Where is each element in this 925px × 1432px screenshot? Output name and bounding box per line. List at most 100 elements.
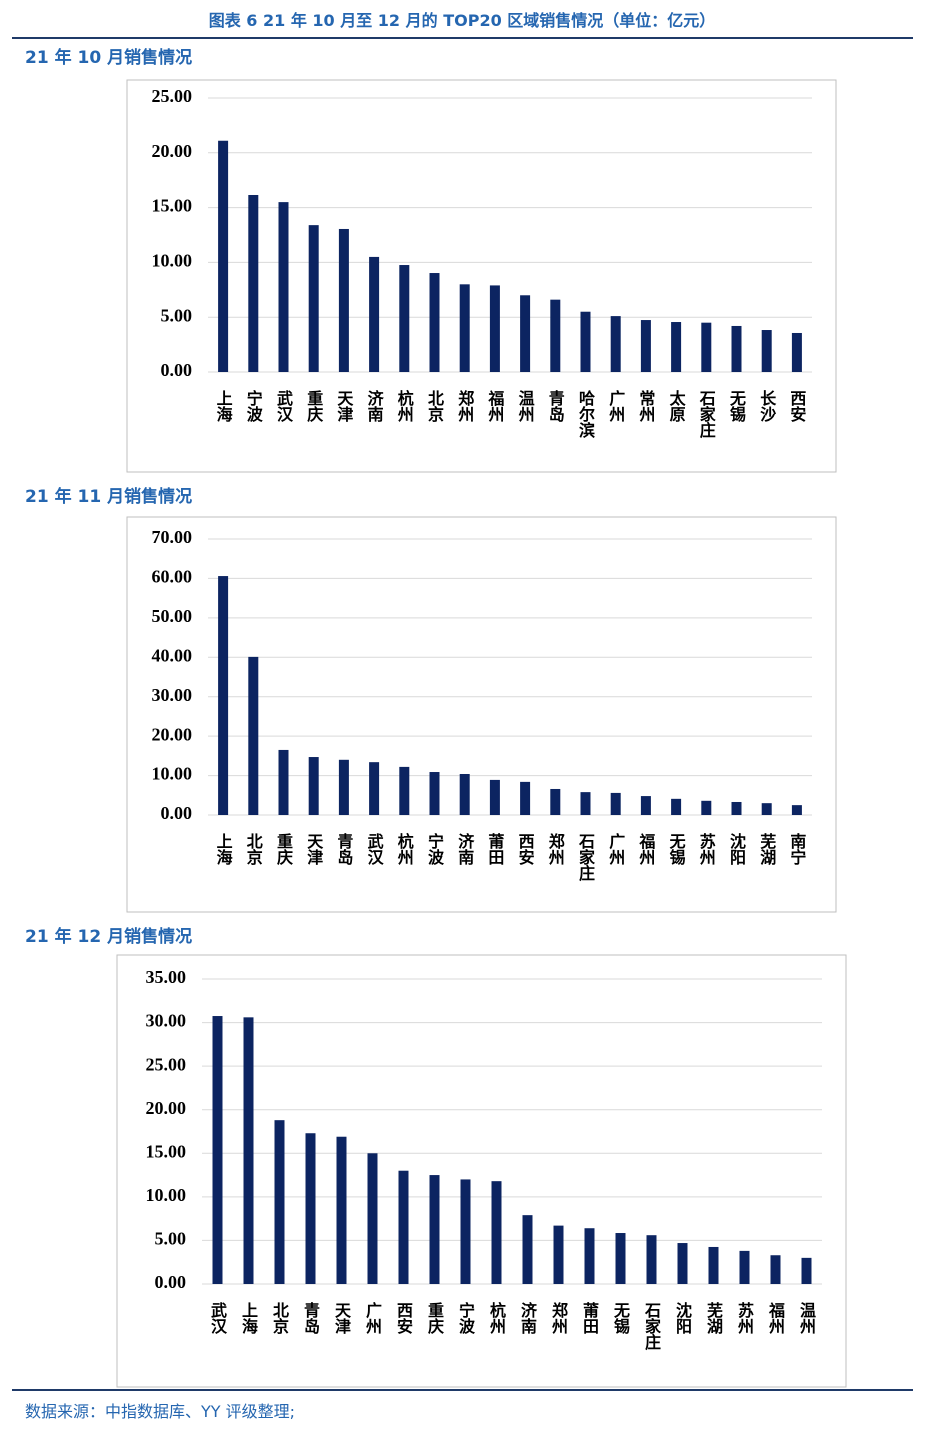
x-tick-label: 杭州	[395, 832, 415, 865]
x-tick-label: 温州	[516, 390, 536, 422]
x-tick-label: 上海	[214, 833, 233, 866]
bar	[278, 202, 289, 372]
x-tick-label: 南宁	[787, 832, 806, 866]
x-tick-label: 宁波	[425, 832, 444, 866]
bar	[367, 1153, 378, 1284]
bar	[708, 1246, 719, 1284]
y-tick-label: 60.00	[152, 567, 193, 587]
bar	[338, 228, 349, 372]
x-tick-label: 天津	[332, 1302, 351, 1335]
bar	[522, 1215, 533, 1284]
x-tick-label: 济南	[365, 389, 384, 423]
y-tick-label: 25.00	[152, 86, 193, 106]
y-tick-label: 0.00	[161, 360, 193, 380]
y-tick-label: 20.00	[146, 1098, 187, 1118]
chart-frame	[126, 516, 837, 913]
x-tick-label: 济南	[455, 832, 474, 866]
bar	[791, 332, 802, 372]
y-tick-label: 10.00	[146, 1185, 187, 1205]
figure-title: 图表 6 21 年 10 月至 12 月的 TOP20 区域销售情况（单位：亿元…	[209, 11, 716, 30]
bar	[491, 1181, 502, 1284]
bar	[274, 1120, 285, 1284]
bar	[761, 803, 772, 815]
x-tick-label: 郑州	[546, 832, 566, 865]
x-tick-label: 石家庄	[697, 390, 717, 439]
x-tick-label: 郑州	[549, 1301, 569, 1334]
bar	[429, 1175, 440, 1284]
bar	[248, 194, 259, 372]
chart-frame	[126, 79, 837, 473]
y-tick-label: 0.00	[155, 1272, 187, 1292]
bar	[308, 225, 319, 372]
y-tick-label: 5.00	[161, 305, 193, 325]
x-tick-label: 无锡	[667, 833, 687, 866]
y-tick-label: 35.00	[146, 967, 187, 987]
x-tick-label: 西安	[394, 1302, 413, 1335]
bar	[640, 320, 651, 372]
x-tick-label: 苏州	[697, 832, 717, 865]
y-tick-label: 50.00	[152, 606, 193, 626]
bar	[584, 1228, 595, 1284]
x-tick-label: 武汉	[208, 1301, 227, 1335]
bar	[278, 749, 289, 815]
chart-frame	[116, 954, 847, 1388]
bar	[369, 762, 380, 815]
y-tick-label: 30.00	[146, 1011, 187, 1031]
y-tick-label: 15.00	[152, 196, 193, 216]
bar	[243, 1017, 254, 1284]
y-tick-label: 10.00	[152, 764, 193, 784]
y-tick-label: 0.00	[161, 803, 193, 823]
x-tick-label: 西安	[787, 390, 806, 423]
bar	[336, 1136, 347, 1284]
bar	[489, 285, 500, 372]
x-tick-label: 天津	[304, 833, 323, 866]
bar	[677, 1243, 688, 1284]
x-tick-label: 宁波	[244, 389, 263, 423]
bar	[580, 311, 591, 372]
source: 数据来源：中指数据库、YY 评级整理;	[25, 1402, 295, 1421]
y-tick-label: 20.00	[152, 724, 193, 744]
bar	[429, 273, 440, 372]
y-tick-label: 40.00	[152, 645, 193, 665]
y-tick-label: 30.00	[152, 685, 193, 705]
x-tick-label: 芜湖	[704, 1301, 723, 1335]
x-tick-label: 无锡	[611, 1302, 631, 1335]
bar	[460, 1179, 471, 1284]
x-tick-label: 哈尔滨	[576, 389, 595, 439]
x-tick-label: 福州	[485, 389, 505, 422]
x-tick-label: 广州	[363, 1301, 383, 1334]
x-tick-label: 武汉	[365, 832, 384, 866]
x-tick-label: 青岛	[334, 832, 353, 866]
bar	[429, 772, 440, 815]
x-tick-label: 宁波	[456, 1301, 475, 1335]
x-tick-label: 无锡	[727, 390, 747, 423]
bar	[398, 1170, 409, 1284]
bar	[610, 316, 621, 372]
x-tick-label: 北京	[425, 390, 444, 423]
bar	[671, 322, 682, 372]
bar	[520, 781, 531, 815]
y-tick-label: 10.00	[152, 251, 193, 271]
bar	[459, 773, 470, 815]
bar	[610, 792, 621, 815]
y-tick-label: 15.00	[146, 1141, 187, 1161]
bar	[218, 140, 229, 372]
y-tick-label: 5.00	[155, 1229, 187, 1249]
bar	[489, 779, 500, 815]
bar	[671, 798, 682, 815]
x-tick-label: 石家庄	[642, 1302, 662, 1351]
x-tick-label: 上海	[239, 1302, 258, 1335]
chart-title: 21 年 10 月销售情况	[25, 47, 192, 68]
x-tick-label: 沈阳	[673, 1301, 692, 1335]
x-tick-label: 莆田	[580, 1301, 599, 1334]
bar	[761, 330, 772, 372]
x-tick-label: 青岛	[546, 389, 565, 423]
bar	[701, 800, 712, 815]
bar	[550, 299, 561, 372]
y-tick-label: 70.00	[152, 527, 193, 547]
bar	[770, 1255, 781, 1284]
x-tick-label: 上海	[214, 390, 233, 423]
x-tick-label: 杭州	[487, 1301, 507, 1334]
x-tick-label: 重庆	[304, 389, 324, 423]
x-tick-label: 温州	[797, 1302, 817, 1334]
